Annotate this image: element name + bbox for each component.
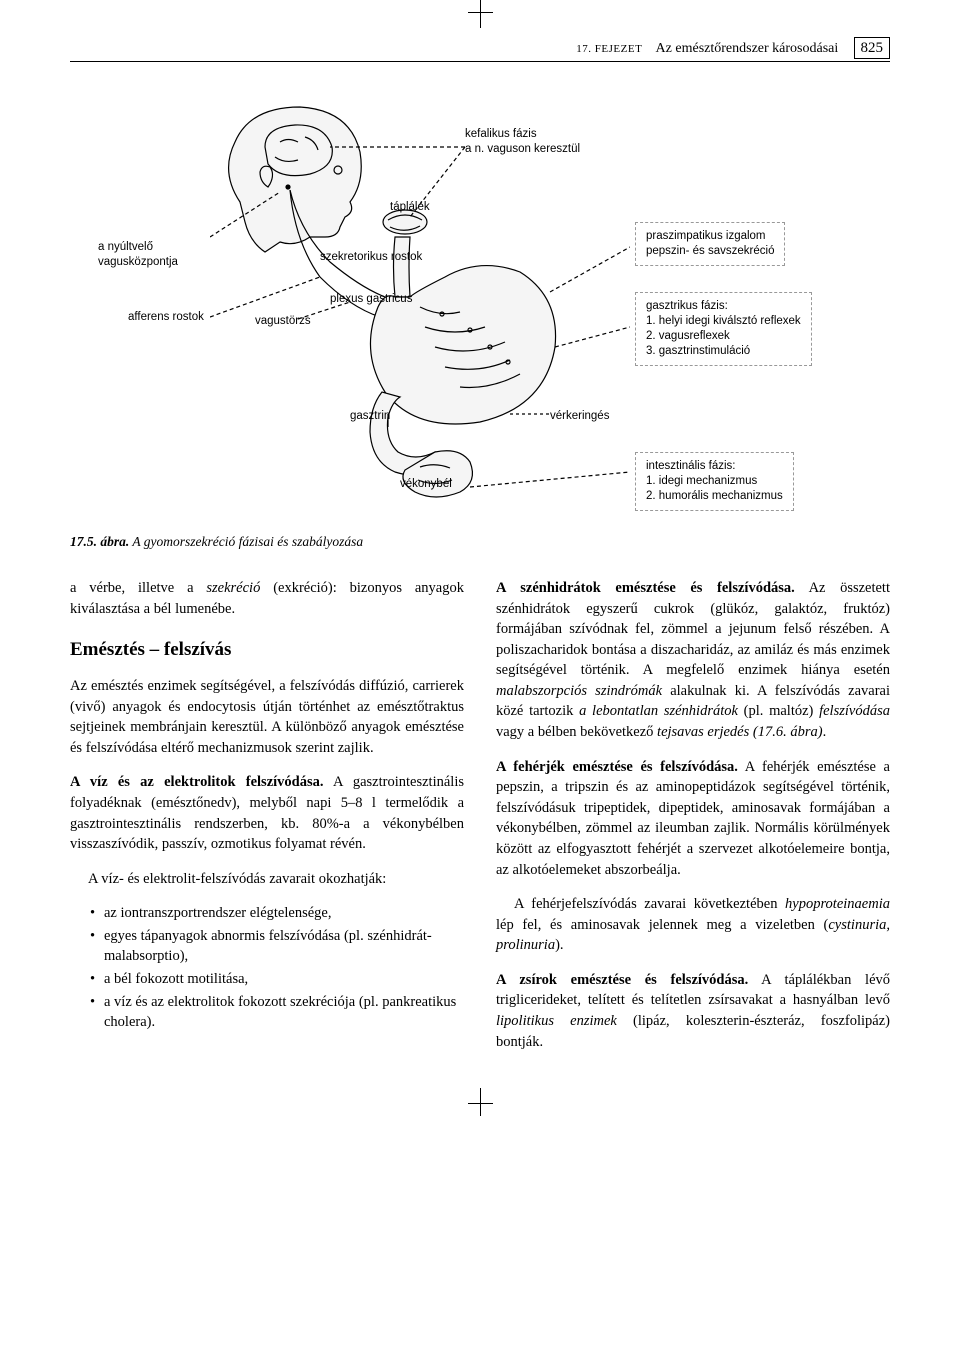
- crop-mark-top: [480, 0, 481, 28]
- runin-fats: A zsírok emésztése és felszívódása.: [496, 972, 748, 988]
- crop-mark-bottom: [480, 1088, 481, 1116]
- intestinal-phase-1: 1. idegi mechanizmus: [646, 474, 783, 489]
- list-item: a víz és az elektrolitok fokozott szekré…: [90, 992, 464, 1033]
- label-plexus: plexus gastricus: [330, 292, 412, 307]
- chapter-title: Az emésztőrendszer károsodásai: [656, 41, 839, 56]
- label-medulla: a nyúltvelő vagusközpontja: [98, 240, 178, 270]
- right-p3: A fehérjefelszívódás zavarai következtéb…: [496, 894, 890, 956]
- right-p1: A szénhidrátok emésztése és felszívódása…: [496, 578, 890, 743]
- left-p4: A víz- és elektrolit-felszívódás zavarai…: [70, 869, 464, 890]
- list-item: a bél fokozott motilitása,: [90, 969, 464, 990]
- left-p2: Az emésztés enzimek segítségével, a fels…: [70, 676, 464, 758]
- label-cephalic: kefalikus fázis a n. vaguson keresztül: [465, 127, 580, 157]
- figure-caption-text: A gyomorszekréció fázisai és szabályozás…: [132, 534, 363, 549]
- right-p4: A zsírok emésztése és felszívódása. A tá…: [496, 970, 890, 1052]
- runin-proteins: A fehérjék emésztése és felszívódása.: [496, 759, 738, 775]
- body-columns: a vérbe, illetve a szekréció (exkréció):…: [70, 578, 890, 1066]
- label-gastrin: gasztrin: [350, 409, 390, 424]
- left-bullets: az iontranszportrendszer elégtelensége, …: [70, 903, 464, 1032]
- list-item: egyes tápanyagok abnormis felszívódása (…: [90, 926, 464, 967]
- left-p1: a vérbe, illetve a szekréció (exkréció):…: [70, 578, 464, 619]
- gastric-phase-2: 2. vagusreflexek: [646, 329, 801, 344]
- right-p2: A fehérjék emésztése és felszívódása. A …: [496, 757, 890, 880]
- runin-carbohydrates: A szénhidrátok emésztése és felszívódása…: [496, 580, 795, 596]
- runin-water-electrolytes: A víz és az elektrolitok felszívódása.: [70, 774, 324, 790]
- gastric-phase-title: gasztrikus fázis:: [646, 299, 801, 314]
- right-column: A szénhidrátok emésztése és felszívódása…: [496, 578, 890, 1066]
- list-item: az iontranszportrendszer elégtelensége,: [90, 903, 464, 924]
- intestinal-phase-title: intesztinális fázis:: [646, 459, 783, 474]
- figure-caption: 17.5. ábra. A gyomorszekréció fázisai és…: [70, 534, 890, 550]
- heading-digestion-absorption: Emésztés – felszívás: [70, 637, 464, 664]
- page-number: 825: [854, 37, 891, 59]
- box-intestinal-phase: intesztinális fázis: 1. idegi mechanizmu…: [635, 452, 794, 511]
- gastric-phase-1: 1. helyi idegi kiválsztó reflexek: [646, 314, 801, 329]
- figure-ref: 17.5. ábra.: [70, 534, 129, 549]
- page-header: 17. FEJEZET Az emésztőrendszer károsodás…: [70, 40, 890, 62]
- intestinal-phase-2: 2. humorális mechanizmus: [646, 489, 783, 504]
- box-parasympathetic: praszimpatikus izgalom pepszin- és savsz…: [635, 222, 785, 266]
- box-gastric-phase: gasztrikus fázis: 1. helyi idegi kiválsz…: [635, 292, 812, 366]
- label-afferent: afferens rostok: [128, 310, 204, 325]
- label-trunk: vagustörzs: [255, 314, 311, 329]
- label-circulation: vérkeringés: [550, 409, 609, 424]
- label-secretory: szekretorikus rostok: [320, 250, 422, 265]
- label-food: táplálék: [390, 200, 430, 215]
- left-p3: A víz és az elektrolitok felszívódása. A…: [70, 772, 464, 854]
- gastric-phase-3: 3. gasztrinstimuláció: [646, 344, 801, 359]
- label-smallint: vékonybél: [400, 477, 452, 492]
- chapter-label: 17. FEJEZET: [576, 43, 642, 55]
- figure-17-5: kefalikus fázis a n. vaguson keresztül a…: [70, 92, 890, 522]
- left-column: a vérbe, illetve a szekréció (exkréció):…: [70, 578, 464, 1066]
